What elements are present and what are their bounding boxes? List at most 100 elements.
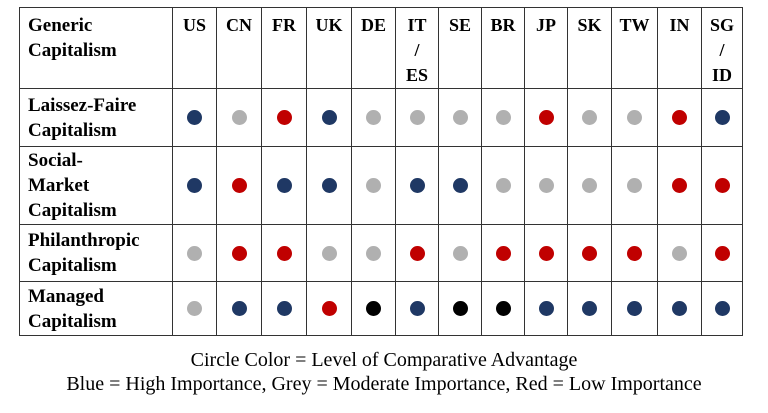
column-header: SG / ID xyxy=(701,7,743,89)
importance-dot xyxy=(321,301,337,317)
table-cell xyxy=(351,224,396,282)
table-cell xyxy=(306,146,352,225)
importance-dot xyxy=(366,301,381,317)
importance-dot xyxy=(582,301,597,317)
importance-dot xyxy=(538,245,554,261)
importance-dot xyxy=(627,301,642,317)
table-cell xyxy=(438,224,482,282)
capitalism-matrix-table: Generic Capitalism US CN FR UK DE IT / ES SE BR J… xyxy=(19,7,743,336)
importance-dot xyxy=(538,301,554,317)
table-cell xyxy=(438,281,482,336)
importance-dot xyxy=(409,110,425,126)
importance-dot xyxy=(672,178,687,194)
importance-dot xyxy=(714,110,730,126)
column-header: UK xyxy=(306,7,352,89)
importance-dot xyxy=(276,178,292,194)
importance-dot xyxy=(366,178,381,194)
importance-dot xyxy=(714,301,730,317)
table-row: Laissez-Faire Capitalism xyxy=(19,88,743,147)
importance-dot xyxy=(276,245,292,261)
importance-dot xyxy=(538,110,554,126)
row-label: Laissez-Faire Capitalism xyxy=(19,88,173,147)
column-header: FR xyxy=(261,7,307,89)
importance-dot xyxy=(321,110,337,126)
table-cell xyxy=(524,281,568,336)
importance-dot xyxy=(231,301,247,317)
header-row: Generic Capitalism US CN FR UK DE IT / ES SE BR J… xyxy=(19,7,743,89)
table-cell xyxy=(395,88,439,147)
table-cell xyxy=(216,88,262,147)
importance-dot xyxy=(366,110,381,126)
caption-line-1: Circle Color = Level of Comparative Adva… xyxy=(190,349,578,371)
importance-dot xyxy=(452,178,468,194)
column-header: IN xyxy=(657,7,702,89)
importance-dot xyxy=(187,110,202,126)
column-header: TW xyxy=(611,7,658,89)
importance-dot xyxy=(321,178,337,194)
table-cell xyxy=(395,224,439,282)
table-cell xyxy=(567,281,612,336)
table-cell xyxy=(611,281,658,336)
importance-dot xyxy=(187,178,202,194)
importance-dot xyxy=(231,110,247,126)
importance-dot xyxy=(231,178,247,194)
column-header: IT / ES xyxy=(395,7,439,89)
table-cell xyxy=(306,281,352,336)
column-header: JP xyxy=(524,7,568,89)
table-cell xyxy=(611,224,658,282)
table-cell xyxy=(172,281,217,336)
importance-dot xyxy=(582,178,597,194)
importance-dot xyxy=(276,110,292,126)
table-cell xyxy=(216,146,262,225)
importance-dot xyxy=(538,178,554,194)
table-cell xyxy=(524,146,568,225)
table-row: Social- Market Capitalism xyxy=(19,146,743,225)
table-cell xyxy=(611,146,658,225)
table-cell xyxy=(657,146,702,225)
table-cell xyxy=(351,146,396,225)
table-cell xyxy=(395,146,439,225)
table-cell xyxy=(657,224,702,282)
table-cell xyxy=(481,88,525,147)
importance-dot xyxy=(409,301,425,317)
table-cell xyxy=(701,281,743,336)
column-header: SE xyxy=(438,7,482,89)
table-cell xyxy=(261,224,307,282)
importance-dot xyxy=(452,110,468,126)
table-cell xyxy=(524,88,568,147)
corner-label: Generic Capitalism xyxy=(19,7,173,89)
table-cell xyxy=(172,224,217,282)
importance-dot xyxy=(714,245,730,261)
table-cell xyxy=(261,88,307,147)
table-cell xyxy=(351,88,396,147)
table-cell xyxy=(306,224,352,282)
importance-dot xyxy=(627,178,642,194)
importance-dot xyxy=(187,301,202,317)
table-cell xyxy=(657,281,702,336)
table-cell xyxy=(481,281,525,336)
table-cell xyxy=(351,281,396,336)
table-cell xyxy=(172,146,217,225)
importance-dot xyxy=(714,178,730,194)
row-label: Social- Market Capitalism xyxy=(19,146,173,225)
table-cell xyxy=(481,224,525,282)
importance-dot xyxy=(187,245,202,261)
caption-line-2: Blue = High Importance, Grey = Moderate … xyxy=(66,373,702,395)
table-cell xyxy=(481,146,525,225)
table-cell xyxy=(438,88,482,147)
table-cell xyxy=(524,224,568,282)
caption: Circle Color = Level of Comparative Adva… xyxy=(0,348,768,396)
importance-dot xyxy=(627,110,642,126)
table-cell xyxy=(701,146,743,225)
table-cell xyxy=(567,88,612,147)
table-cell xyxy=(216,281,262,336)
importance-dot xyxy=(409,245,425,261)
importance-dot xyxy=(495,178,511,194)
importance-dot xyxy=(409,178,425,194)
table-cell xyxy=(438,146,482,225)
importance-dot xyxy=(582,110,597,126)
importance-dot xyxy=(495,245,511,261)
column-header: US xyxy=(172,7,217,89)
table-cell xyxy=(701,224,743,282)
importance-dot xyxy=(452,301,468,317)
